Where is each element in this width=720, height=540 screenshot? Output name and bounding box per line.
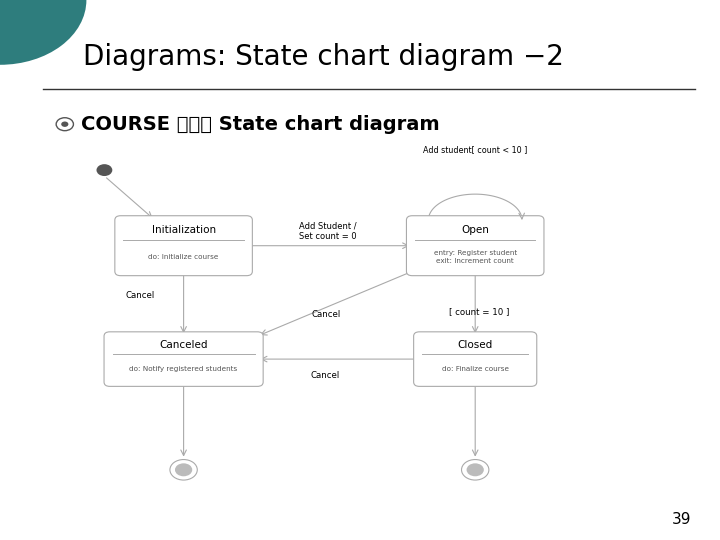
- Text: do: Notify registered students: do: Notify registered students: [130, 366, 238, 372]
- Circle shape: [96, 164, 112, 176]
- Text: Canceled: Canceled: [159, 340, 208, 350]
- Wedge shape: [0, 0, 86, 65]
- FancyBboxPatch shape: [413, 332, 537, 387]
- FancyBboxPatch shape: [104, 332, 264, 387]
- Text: Add Student /
Set count = 0: Add Student / Set count = 0: [299, 221, 356, 241]
- Circle shape: [462, 460, 489, 480]
- Text: do: Initialize course: do: Initialize course: [148, 254, 219, 260]
- Circle shape: [170, 460, 197, 480]
- Text: [ count = 10 ]: [ count = 10 ]: [449, 308, 509, 316]
- Circle shape: [61, 122, 68, 127]
- Text: entry: Register student
exit: Increment count: entry: Register student exit: Increment …: [433, 250, 517, 264]
- Text: COURSE 객체의 State chart diagram: COURSE 객체의 State chart diagram: [81, 114, 439, 134]
- Text: do: Finalize course: do: Finalize course: [441, 366, 509, 372]
- Text: Add student[ count < 10 ]: Add student[ count < 10 ]: [423, 145, 527, 154]
- Text: Open: Open: [462, 225, 489, 235]
- FancyBboxPatch shape: [406, 215, 544, 275]
- Circle shape: [56, 118, 73, 131]
- Text: Initialization: Initialization: [151, 225, 216, 235]
- Text: Cancel: Cancel: [311, 371, 340, 380]
- Text: Cancel: Cancel: [126, 291, 156, 300]
- Text: Cancel: Cancel: [312, 310, 341, 319]
- Circle shape: [467, 463, 484, 476]
- Text: Diagrams: State chart diagram −2: Diagrams: State chart diagram −2: [83, 43, 564, 71]
- Text: Closed: Closed: [458, 340, 492, 350]
- FancyBboxPatch shape: [115, 215, 253, 275]
- Text: 39: 39: [672, 511, 691, 526]
- Circle shape: [175, 463, 192, 476]
